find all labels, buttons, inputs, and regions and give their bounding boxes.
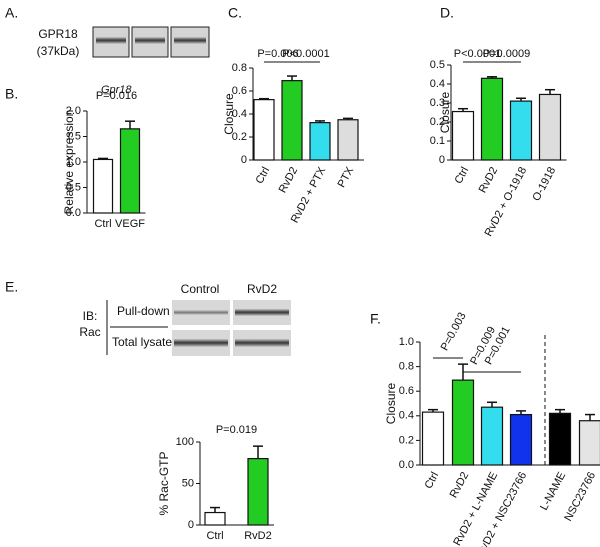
bar (480, 406, 504, 466)
x-tick-label: Ctrl (423, 470, 442, 491)
y-tick-label: 0.6 (399, 385, 414, 397)
y-tick-label: 0.4 (399, 410, 414, 422)
panel-label: C. (228, 5, 242, 21)
panel-label: D. (440, 5, 454, 21)
y-axis-label: % Rac-GTP (157, 451, 171, 515)
blot-column: RvD2 (247, 282, 277, 296)
y-tick-label: 0.4 (232, 108, 247, 120)
x-tick-label: Ctrl (94, 218, 111, 230)
panel-label: E. (5, 279, 18, 295)
blot-e (172, 300, 291, 356)
p-value: P=0.006 (257, 48, 298, 60)
x-tick-label: Ctrl (206, 530, 223, 542)
bar (451, 110, 475, 161)
p-value: P=0.003 (439, 311, 469, 353)
x-tick-label: RvD2 (477, 165, 501, 195)
y-tick-label: 100 (176, 436, 194, 448)
y-tick-label: 2.0 (66, 105, 81, 117)
chart-title: Gpr18 (101, 84, 132, 96)
p-value: P<0.0001 (282, 48, 329, 60)
x-tick-label: Ctrl (453, 165, 472, 186)
x-tick-label: RvD2 (277, 165, 301, 195)
y-axis-label: Closure (222, 93, 236, 135)
y-axis-label: Relative expression (62, 110, 76, 215)
p-value: P=0.019 (216, 424, 257, 436)
x-tick-label: Ctrl (254, 165, 273, 186)
y-tick-label: 0.1 (430, 135, 445, 147)
bar (92, 158, 114, 214)
y-tick-label: 0.2 (232, 131, 247, 143)
y-tick-label: 0.0 (66, 207, 81, 219)
blot-column: Control (181, 282, 220, 296)
y-tick-label: 0.2 (430, 116, 445, 128)
bar (309, 122, 331, 161)
blot-row: Pull-down (117, 304, 170, 318)
y-tick-label: 50 (182, 477, 194, 489)
bar (247, 458, 269, 526)
y-tick-label: 0 (439, 154, 445, 166)
y-tick-label: 1.0 (66, 156, 81, 168)
bar (480, 77, 504, 161)
bar (337, 119, 359, 161)
x-tick-label: L-NAME (538, 470, 568, 512)
bar (253, 99, 275, 161)
p-value: P=0.0009 (483, 48, 530, 60)
y-tick-label: 0.5 (430, 59, 445, 71)
bar (548, 412, 572, 466)
blot-ib: IB: (83, 309, 98, 323)
bar (578, 420, 600, 466)
p-value: P<0.0001 (454, 48, 501, 60)
y-axis-label: Closure (384, 383, 398, 425)
y-tick-label: 0.5 (66, 181, 81, 193)
blot-row: Total lysate (112, 335, 172, 349)
y-tick-label: 0 (241, 154, 247, 166)
blot-ib: Rac (79, 325, 100, 339)
p-value: P=0.016 (96, 90, 137, 102)
y-tick-label: 0.6 (232, 85, 247, 97)
bar (281, 80, 303, 161)
bar (119, 128, 141, 214)
x-tick-label: NSC23766 (562, 470, 598, 523)
y-tick-label: 0.3 (430, 97, 445, 109)
y-tick-label: 1.5 (66, 130, 81, 142)
panel-label: A. (5, 5, 18, 21)
x-tick-label: VEGF (115, 218, 145, 230)
y-tick-label: 0.4 (430, 78, 445, 90)
y-tick-label: 0.0 (399, 459, 414, 471)
y-axis-label: Closure (438, 92, 452, 134)
bar (509, 413, 533, 466)
y-tick-label: 0.8 (399, 361, 414, 373)
x-tick-label: O-1918 (530, 165, 558, 203)
bar (451, 379, 475, 466)
y-tick-label: 1.0 (399, 336, 414, 348)
blot-a (92, 26, 210, 58)
panel-label: B. (5, 86, 18, 102)
blot-label: GPR18 (38, 27, 78, 41)
x-tick-label: PTX (336, 165, 357, 190)
x-tick-label: RvD2 (448, 470, 472, 500)
bar (204, 511, 226, 526)
panel-label: F. (370, 311, 381, 327)
y-tick-label: 0.8 (232, 62, 247, 74)
y-tick-label: 0 (188, 519, 194, 531)
x-tick-label: RvD2 (244, 530, 272, 542)
y-tick-label: 0.2 (399, 434, 414, 446)
blot-label: (37kDa) (37, 44, 80, 58)
bar (421, 411, 445, 466)
bar (538, 93, 562, 161)
bar (509, 100, 533, 161)
